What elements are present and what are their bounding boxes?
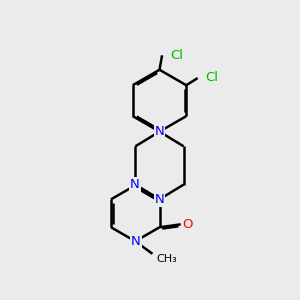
Text: N: N xyxy=(131,236,141,248)
Text: Cl: Cl xyxy=(170,49,183,62)
Text: CH₃: CH₃ xyxy=(157,254,178,264)
Text: Cl: Cl xyxy=(205,71,218,84)
Text: N: N xyxy=(130,178,140,191)
Text: N: N xyxy=(154,193,164,206)
Text: N: N xyxy=(154,125,164,138)
Text: O: O xyxy=(182,218,192,231)
